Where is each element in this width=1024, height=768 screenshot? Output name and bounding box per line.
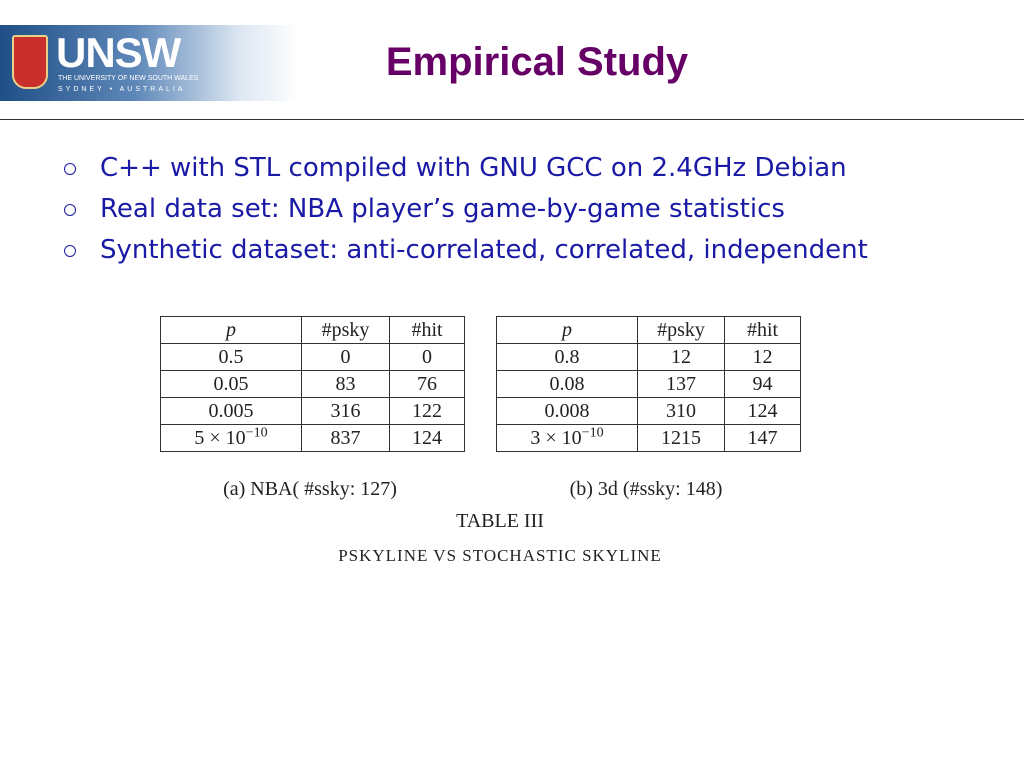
table-cell: 147 [724, 424, 801, 452]
table-row: 0.005 316 122 [160, 397, 465, 425]
cell-base: 3 × 10 [530, 427, 582, 449]
table-label: TABLE III [456, 510, 544, 532]
logo-university: THE UNIVERSITY OF NEW SOUTH WALES [58, 75, 199, 82]
table-row: 0.5 0 0 [160, 343, 465, 371]
column-header: p [160, 316, 302, 344]
table-cell: 83 [301, 370, 390, 398]
table-title: PSKYLINE VS STOCHASTIC SKYLINE [338, 546, 662, 565]
bullet-marker [64, 245, 76, 257]
table-cell: 5 × 10−10 [160, 424, 302, 452]
table-cell: 3 × 10−10 [496, 424, 638, 452]
logo: UNSW THE UNIVERSITY OF NEW SOUTH WALES S… [0, 25, 300, 101]
column-header: #hit [724, 316, 801, 344]
table-caption: (a) NBA( #ssky: 127) [223, 478, 397, 500]
table-cell: 1215 [637, 424, 725, 452]
table-row: 0.008 310 124 [496, 397, 801, 425]
table-row: 0.05 83 76 [160, 370, 465, 398]
table-cell: 0.05 [160, 370, 302, 398]
column-header: #psky [637, 316, 725, 344]
table-cell: 94 [724, 370, 801, 398]
table-cell: 0.08 [496, 370, 638, 398]
bullet: C++ with STL compiled with GNU GCC on 2.… [60, 150, 868, 191]
logo-wordmark: UNSW [56, 29, 181, 76]
table-row: 0.08 137 94 [496, 370, 801, 398]
column-header: p [496, 316, 638, 344]
column-header: #hit [389, 316, 465, 344]
bullet: Real data set: NBA player’s game-by-game… [60, 191, 868, 232]
header-row: p #psky #hit [496, 316, 801, 344]
bullet-text: Real data set: NBA player’s game-by-game… [100, 194, 785, 224]
table-cell: 0.8 [496, 343, 638, 371]
table-cell: 12 [637, 343, 725, 371]
bullet-list: C++ with STL compiled with GNU GCC on 2.… [60, 150, 868, 273]
logo-location: SYDNEY • AUSTRALIA [58, 86, 186, 93]
table-cell: 12 [724, 343, 801, 371]
bullet-text: C++ with STL compiled with GNU GCC on 2.… [100, 153, 847, 183]
table-cell: 316 [301, 397, 390, 425]
data-table: p #psky #hit 0.8 12 12 0.08 137 94 0.008 310 124 3 ×… [496, 316, 801, 452]
cell-base: 5 × 10 [194, 427, 246, 449]
table-cell: 122 [389, 397, 465, 425]
table-cell: 837 [301, 424, 390, 452]
cell-exponent: −10 [581, 425, 604, 441]
table-row: 0.8 12 12 [496, 343, 801, 371]
bullet-text: Synthetic dataset: anti-correlated, corr… [100, 235, 868, 265]
table-cell: 76 [389, 370, 465, 398]
table-caption: (b) 3d (#ssky: 148) [569, 478, 723, 500]
header-row: p #psky #hit [160, 316, 465, 344]
table-cell: 0.008 [496, 397, 638, 425]
crest [12, 35, 48, 89]
table-cell: 0 [389, 343, 465, 371]
cell-exponent: −10 [245, 425, 268, 441]
bullet: Synthetic dataset: anti-correlated, corr… [60, 232, 868, 273]
column-header: #psky [301, 316, 390, 344]
table-row: 5 × 10−10 837 124 [160, 424, 465, 452]
table-cell: 310 [637, 397, 725, 425]
bullet-marker [64, 163, 76, 175]
bullet-marker [64, 204, 76, 216]
table-cell: 124 [389, 424, 465, 452]
table-cell: 0.005 [160, 397, 302, 425]
divider [0, 119, 1024, 120]
data-table: p #psky #hit 0.5 0 0 0.05 83 76 0.005 316 122 5 × 10… [160, 316, 465, 452]
table-cell: 0.5 [160, 343, 302, 371]
slide-title: Empirical Study [385, 40, 689, 84]
table-cell: 124 [724, 397, 801, 425]
table-cell: 0 [301, 343, 390, 371]
table-cell: 137 [637, 370, 725, 398]
table-row: 3 × 10−10 1215 147 [496, 424, 801, 452]
